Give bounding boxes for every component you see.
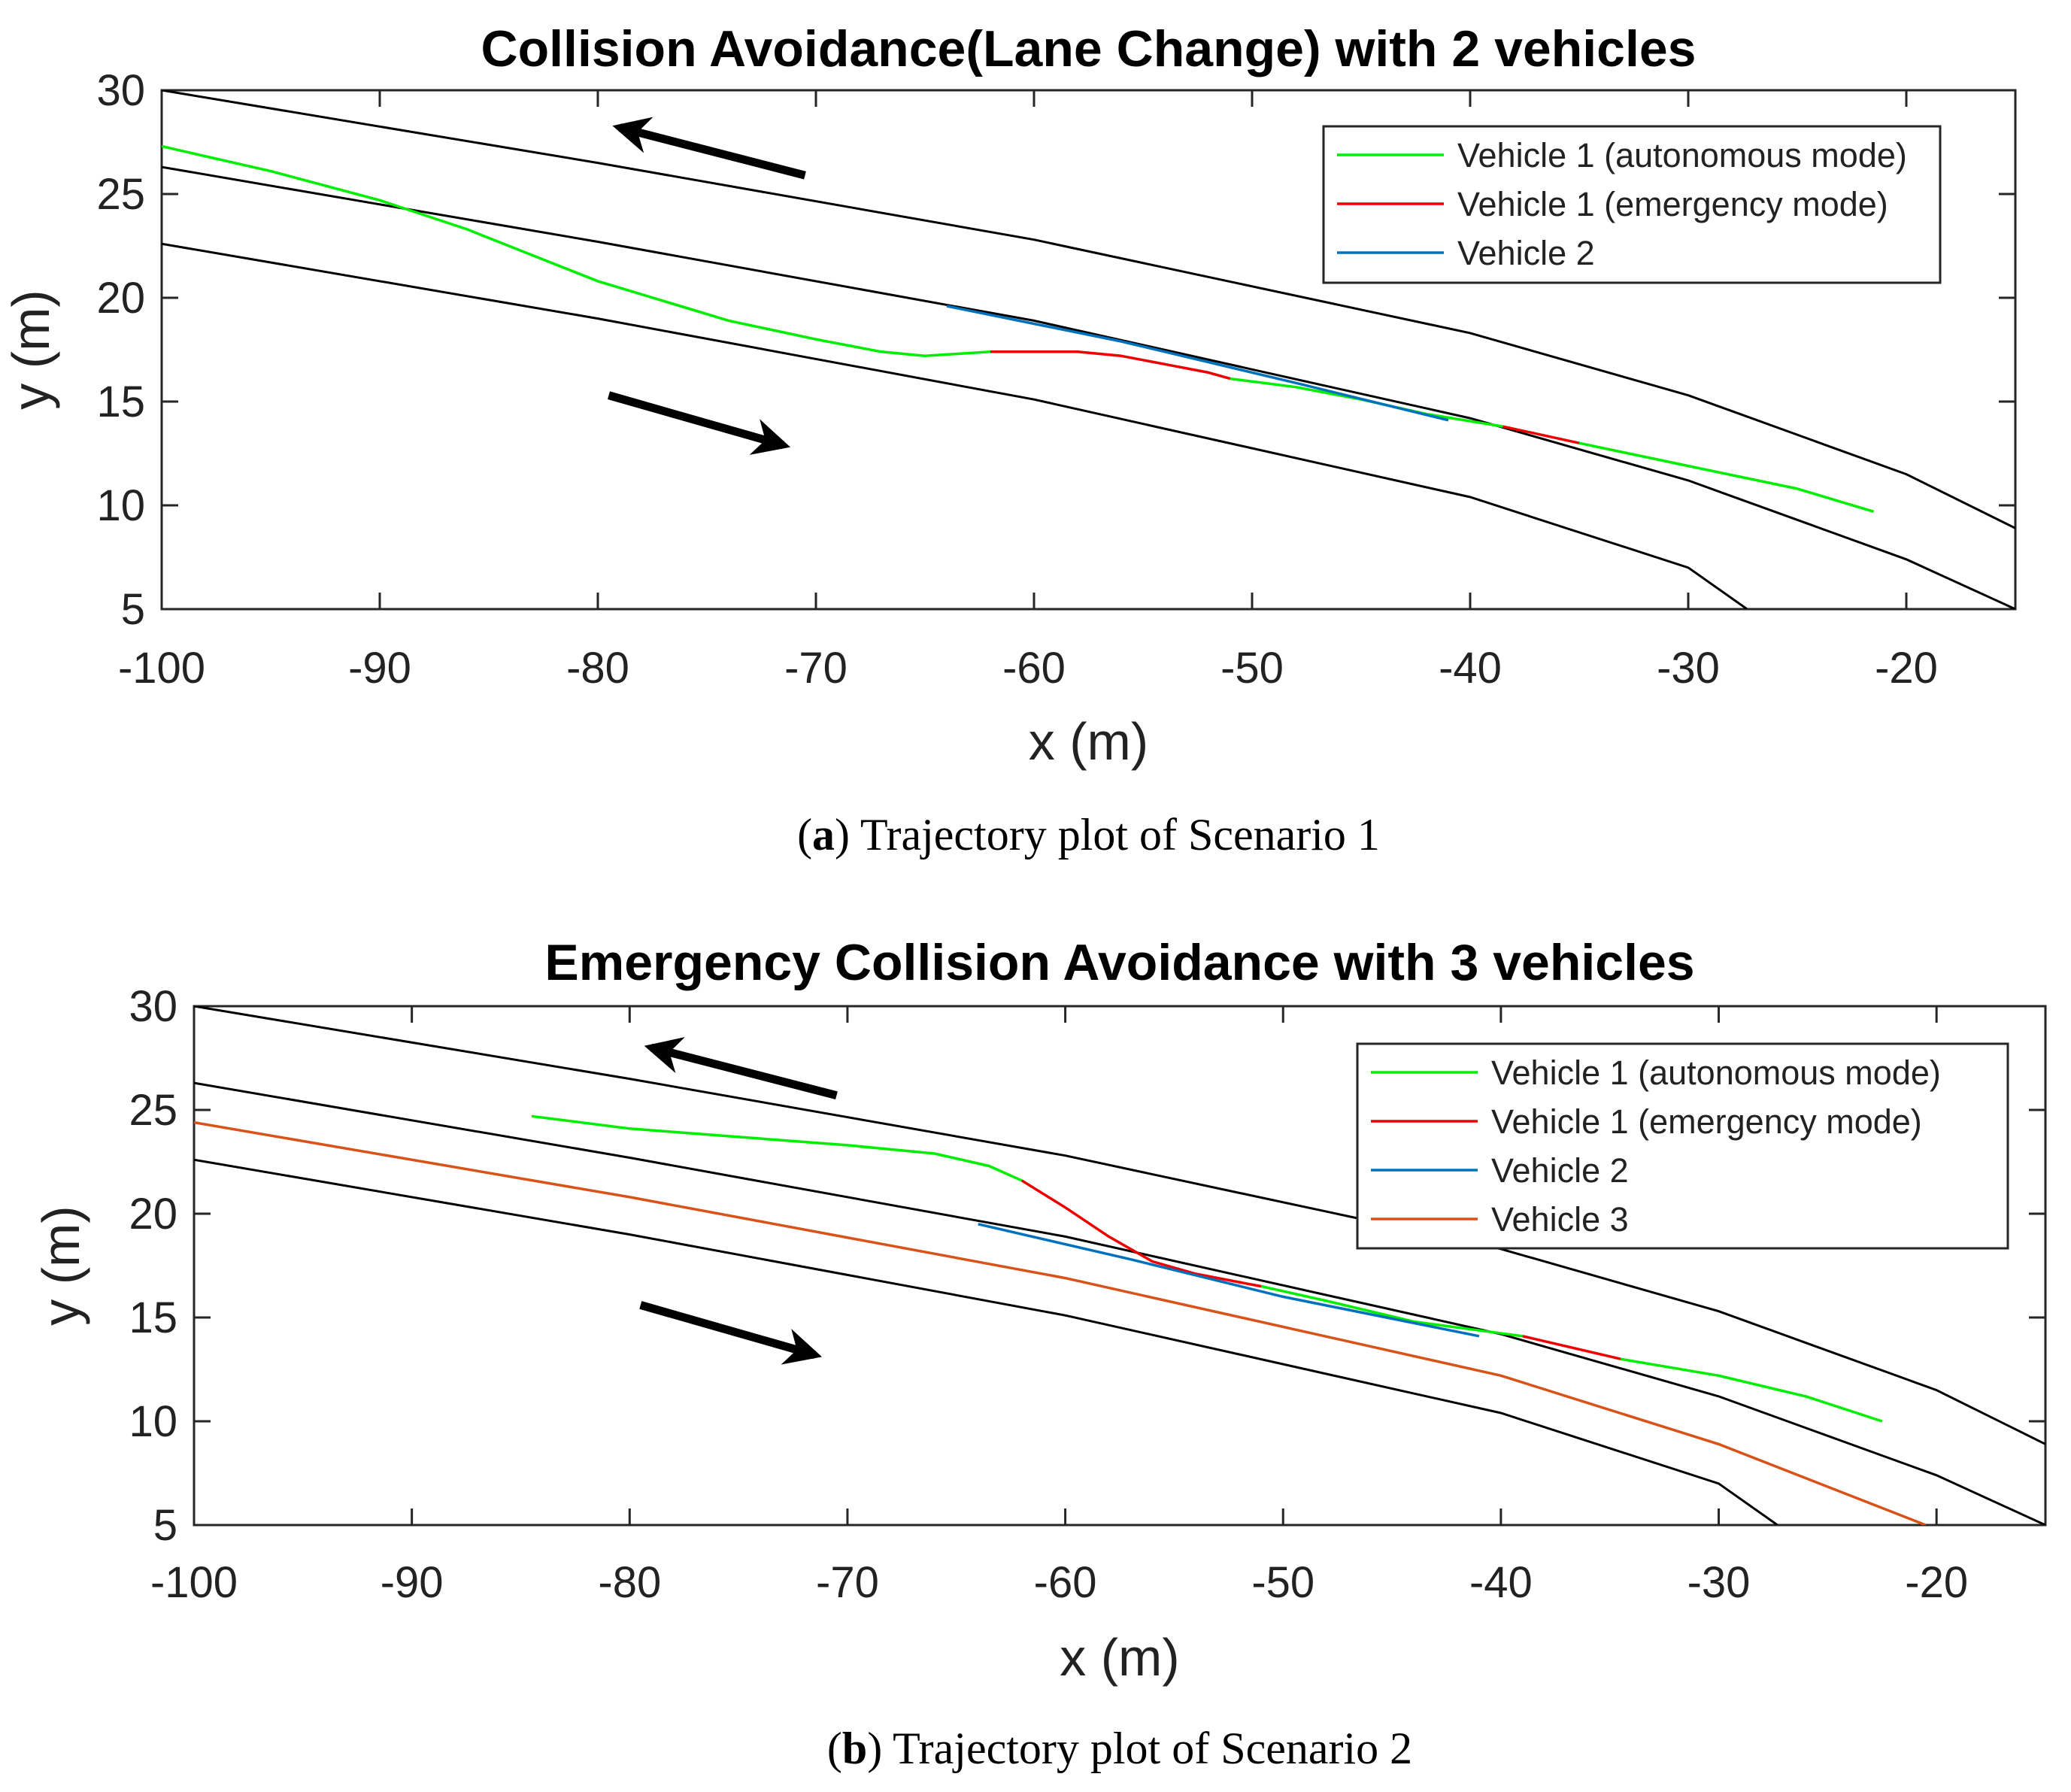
legend: Vehicle 1 (autonomous mode) Vehicle 1 (em… (1322, 125, 1942, 284)
x-tick-label: -80 (598, 1558, 661, 1607)
x-tick-label: -90 (348, 644, 411, 693)
caption-paren-close: ) (835, 810, 860, 860)
x-axis-label: x (m) (1060, 1628, 1179, 1687)
x-tick-label: -70 (784, 644, 848, 693)
series-vehicle-1-autonomous-mode (1620, 1357, 1883, 1423)
legend-box (1356, 1042, 2009, 1250)
x-tick-label: -50 (1220, 644, 1284, 693)
y-tick-label: 20 (96, 274, 145, 323)
y-tick-label: 15 (129, 1293, 177, 1342)
figure-caption: (b) Trajectory plot of Scenario 2 (827, 1724, 1412, 1773)
y-tick-label: 25 (96, 170, 145, 219)
series-vehicle-3 (194, 1120, 1927, 1525)
road-edge-top (162, 90, 2015, 529)
legend-entry-label: Vehicle 1 (emergency mode) (1457, 185, 1888, 223)
road-edge-bottom (194, 1158, 1778, 1525)
x-tick-label: -100 (118, 644, 205, 693)
x-tick-label: -50 (1251, 1558, 1314, 1607)
series-vehicle-1-emergency-mode (1502, 425, 1580, 444)
legend: Vehicle 1 (autonomous mode) Vehicle 1 (em… (1356, 1042, 2009, 1250)
x-tick-label: -100 (150, 1558, 238, 1607)
traffic-direction-arrow-left (644, 1037, 838, 1100)
x-tick-label: -20 (1905, 1558, 1968, 1607)
x-tick-label: -70 (816, 1558, 879, 1607)
legend-entry-label: Vehicle 1 (autonomous mode) (1491, 1054, 1941, 1092)
x-tick-label: -40 (1469, 1558, 1533, 1607)
y-axis-label: y (m) (2, 290, 60, 409)
series-vehicle-1-emergency-mode (990, 350, 1231, 381)
legend-entry-label: Vehicle 1 (autonomous mode) (1457, 136, 1907, 174)
caption-paren-open: ( (797, 810, 812, 860)
chart-title: Collision Avoidance(Lane Change) with 2 … (481, 20, 1697, 77)
plot-content (162, 90, 2015, 609)
legend-entry-label: Vehicle 2 (1457, 234, 1595, 272)
y-axis-label: y (m) (32, 1205, 90, 1325)
x-tick-label: -30 (1657, 644, 1720, 693)
y-tick-label: 10 (129, 1397, 177, 1446)
x-axis-label: x (m) (1029, 712, 1148, 771)
traffic-direction-arrow-right (607, 391, 791, 455)
y-tick-label: 20 (129, 1190, 177, 1239)
y-tick-label: 30 (129, 982, 177, 1031)
x-tick-label: -20 (1875, 644, 1938, 693)
series-vehicle-2 (978, 1223, 1480, 1338)
caption-text: Trajectory plot of Scenario 1 (860, 810, 1380, 860)
y-tick-label: 30 (96, 66, 145, 115)
x-tick-label: -30 (1687, 1558, 1751, 1607)
series-vehicle-2 (946, 305, 1449, 422)
y-tick-label: 15 (96, 378, 145, 426)
y-tick-label: 5 (153, 1501, 177, 1550)
chart-title: Emergency Collision Avoidance with 3 veh… (544, 934, 1694, 991)
series-vehicle-1-autonomous-mode (162, 144, 991, 358)
road-edge-bottom (162, 242, 1748, 609)
legend-entry-label: Vehicle 2 (1491, 1151, 1629, 1190)
figure-caption: (a) Trajectory plot of Scenario 1 (797, 810, 1380, 860)
series-vehicle-1-emergency-mode (1522, 1335, 1621, 1360)
x-tick-label: -60 (1034, 1558, 1097, 1607)
legend-entry-label: Vehicle 1 (emergency mode) (1491, 1102, 1922, 1141)
x-tick-label: -60 (1002, 644, 1066, 693)
caption-text: Trajectory plot of Scenario 2 (893, 1724, 1412, 1773)
caption-letter: a (812, 810, 835, 860)
y-tick-label: 5 (121, 585, 145, 634)
series-vehicle-1-autonomous-mode (1578, 441, 1875, 513)
traffic-direction-arrow-right (639, 1301, 823, 1365)
y-tick-label: 10 (96, 481, 145, 530)
series-vehicle-1-autonomous-mode (531, 1114, 1023, 1182)
y-tick-label: 25 (129, 1086, 177, 1135)
series-vehicle-1-emergency-mode (1020, 1179, 1262, 1288)
x-tick-label: -90 (381, 1558, 444, 1607)
legend-entry-label: Vehicle 3 (1491, 1200, 1629, 1239)
x-tick-label: -80 (566, 644, 629, 693)
series-vehicle-1-autonomous-mode (1260, 1284, 1524, 1338)
x-tick-label: -40 (1439, 644, 1502, 693)
road-center (162, 165, 2015, 609)
chart-panel-a: Collision Avoidance(Lane Change) with 2 … (2, 20, 2017, 860)
caption-paren-close: ) (867, 1724, 893, 1773)
chart-panel-b: Emergency Collision Avoidance with 3 veh… (32, 934, 2047, 1773)
traffic-direction-arrow-left (612, 117, 806, 180)
caption-paren-open: ( (827, 1724, 842, 1773)
caption-letter: b (842, 1724, 867, 1773)
